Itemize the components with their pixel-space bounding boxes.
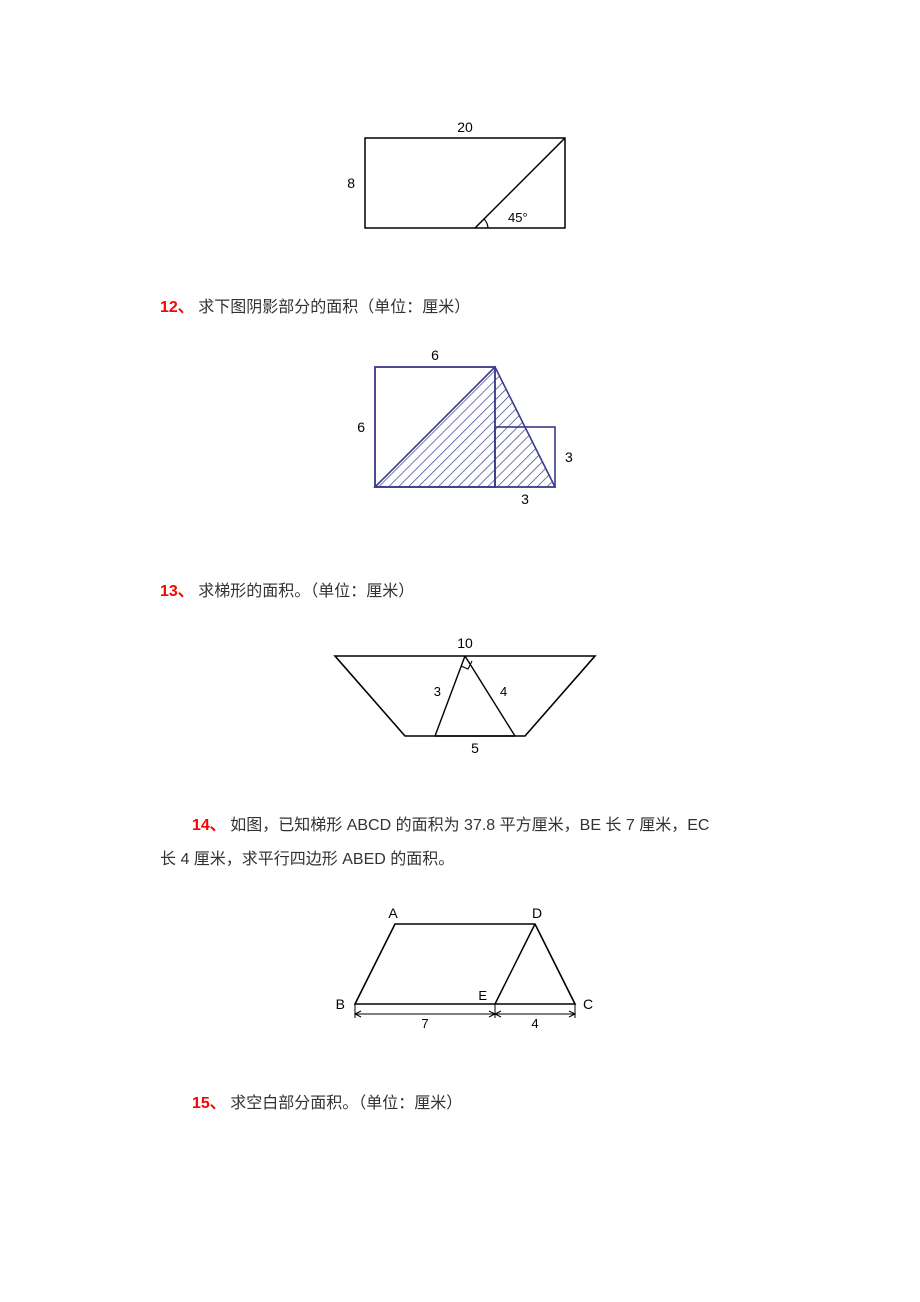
fig13-svg: 10 3 4 5 — [305, 626, 625, 766]
fig12-left-label: 6 — [357, 419, 365, 435]
page: 20 8 45° 12、 求下图阴影部分的面积（单位：厘米） 6 6 3 — [0, 0, 920, 1188]
q15: 15、 求空白部分面积。（单位：厘米） — [160, 1089, 770, 1119]
fig14-ec-label: 4 — [531, 1016, 538, 1031]
fig14-trapezoid — [355, 924, 575, 1004]
figure-13: 10 3 4 5 — [160, 626, 770, 777]
fig14-A: A — [388, 905, 398, 921]
q13-text: 求梯形的面积。（单位：厘米） — [198, 583, 414, 600]
q12-num: 12、 — [160, 299, 194, 316]
figure-12: 6 6 3 3 — [160, 342, 770, 543]
fig13-leg-b-label: 4 — [500, 684, 507, 699]
fig11-angle-label: 45° — [508, 210, 528, 225]
fig12-svg: 6 6 3 3 — [325, 342, 605, 532]
fig11-angle-arc — [484, 219, 488, 228]
figure-11: 20 8 45° — [160, 118, 770, 259]
q14-text-b: 长 4 厘米，求平行四边形 ABED 的面积。 — [160, 851, 454, 868]
q14-text-a: 如图，已知梯形 ABCD 的面积为 37.8 平方厘米，BE 长 7 厘米，EC — [230, 817, 709, 834]
fig12-right-label: 3 — [565, 449, 573, 465]
q15-num: 15、 — [192, 1095, 226, 1112]
fig13-leg-a-label: 3 — [434, 684, 441, 699]
fig12-bottom-label: 3 — [521, 491, 529, 507]
q14-line1: 14、 如图，已知梯形 ABCD 的面积为 37.8 平方厘米，BE 长 7 厘… — [160, 811, 770, 841]
fig11-svg: 20 8 45° — [325, 118, 605, 248]
fig14-svg: A D B C E 7 4 — [315, 894, 615, 1044]
q15-text: 求空白部分面积。（单位：厘米） — [230, 1095, 462, 1112]
fig11-rect — [365, 138, 565, 228]
fig13-base-label: 5 — [471, 740, 479, 756]
q13-num: 13、 — [160, 583, 194, 600]
q12: 12、 求下图阴影部分的面积（单位：厘米） — [160, 293, 770, 323]
q12-text: 求下图阴影部分的面积（单位：厘米） — [198, 299, 470, 316]
fig14-E: E — [478, 988, 487, 1003]
fig11-left-label: 8 — [347, 175, 355, 191]
figure-14: A D B C E 7 4 — [160, 894, 770, 1055]
q14-num: 14、 — [192, 817, 226, 834]
fig13-leg-b — [465, 656, 515, 736]
fig14-B: B — [336, 996, 345, 1012]
fig13-top-label: 10 — [457, 635, 473, 651]
fig14-be-label: 7 — [421, 1016, 428, 1031]
q13: 13、 求梯形的面积。（单位：厘米） — [160, 577, 770, 607]
fig14-DE — [495, 924, 535, 1004]
q14-line2: 长 4 厘米，求平行四边形 ABED 的面积。 — [160, 845, 770, 875]
fig14-C: C — [583, 996, 593, 1012]
fig12-top-label: 6 — [431, 347, 439, 363]
fig14-D: D — [532, 905, 542, 921]
fig11-top-label: 20 — [457, 119, 473, 135]
